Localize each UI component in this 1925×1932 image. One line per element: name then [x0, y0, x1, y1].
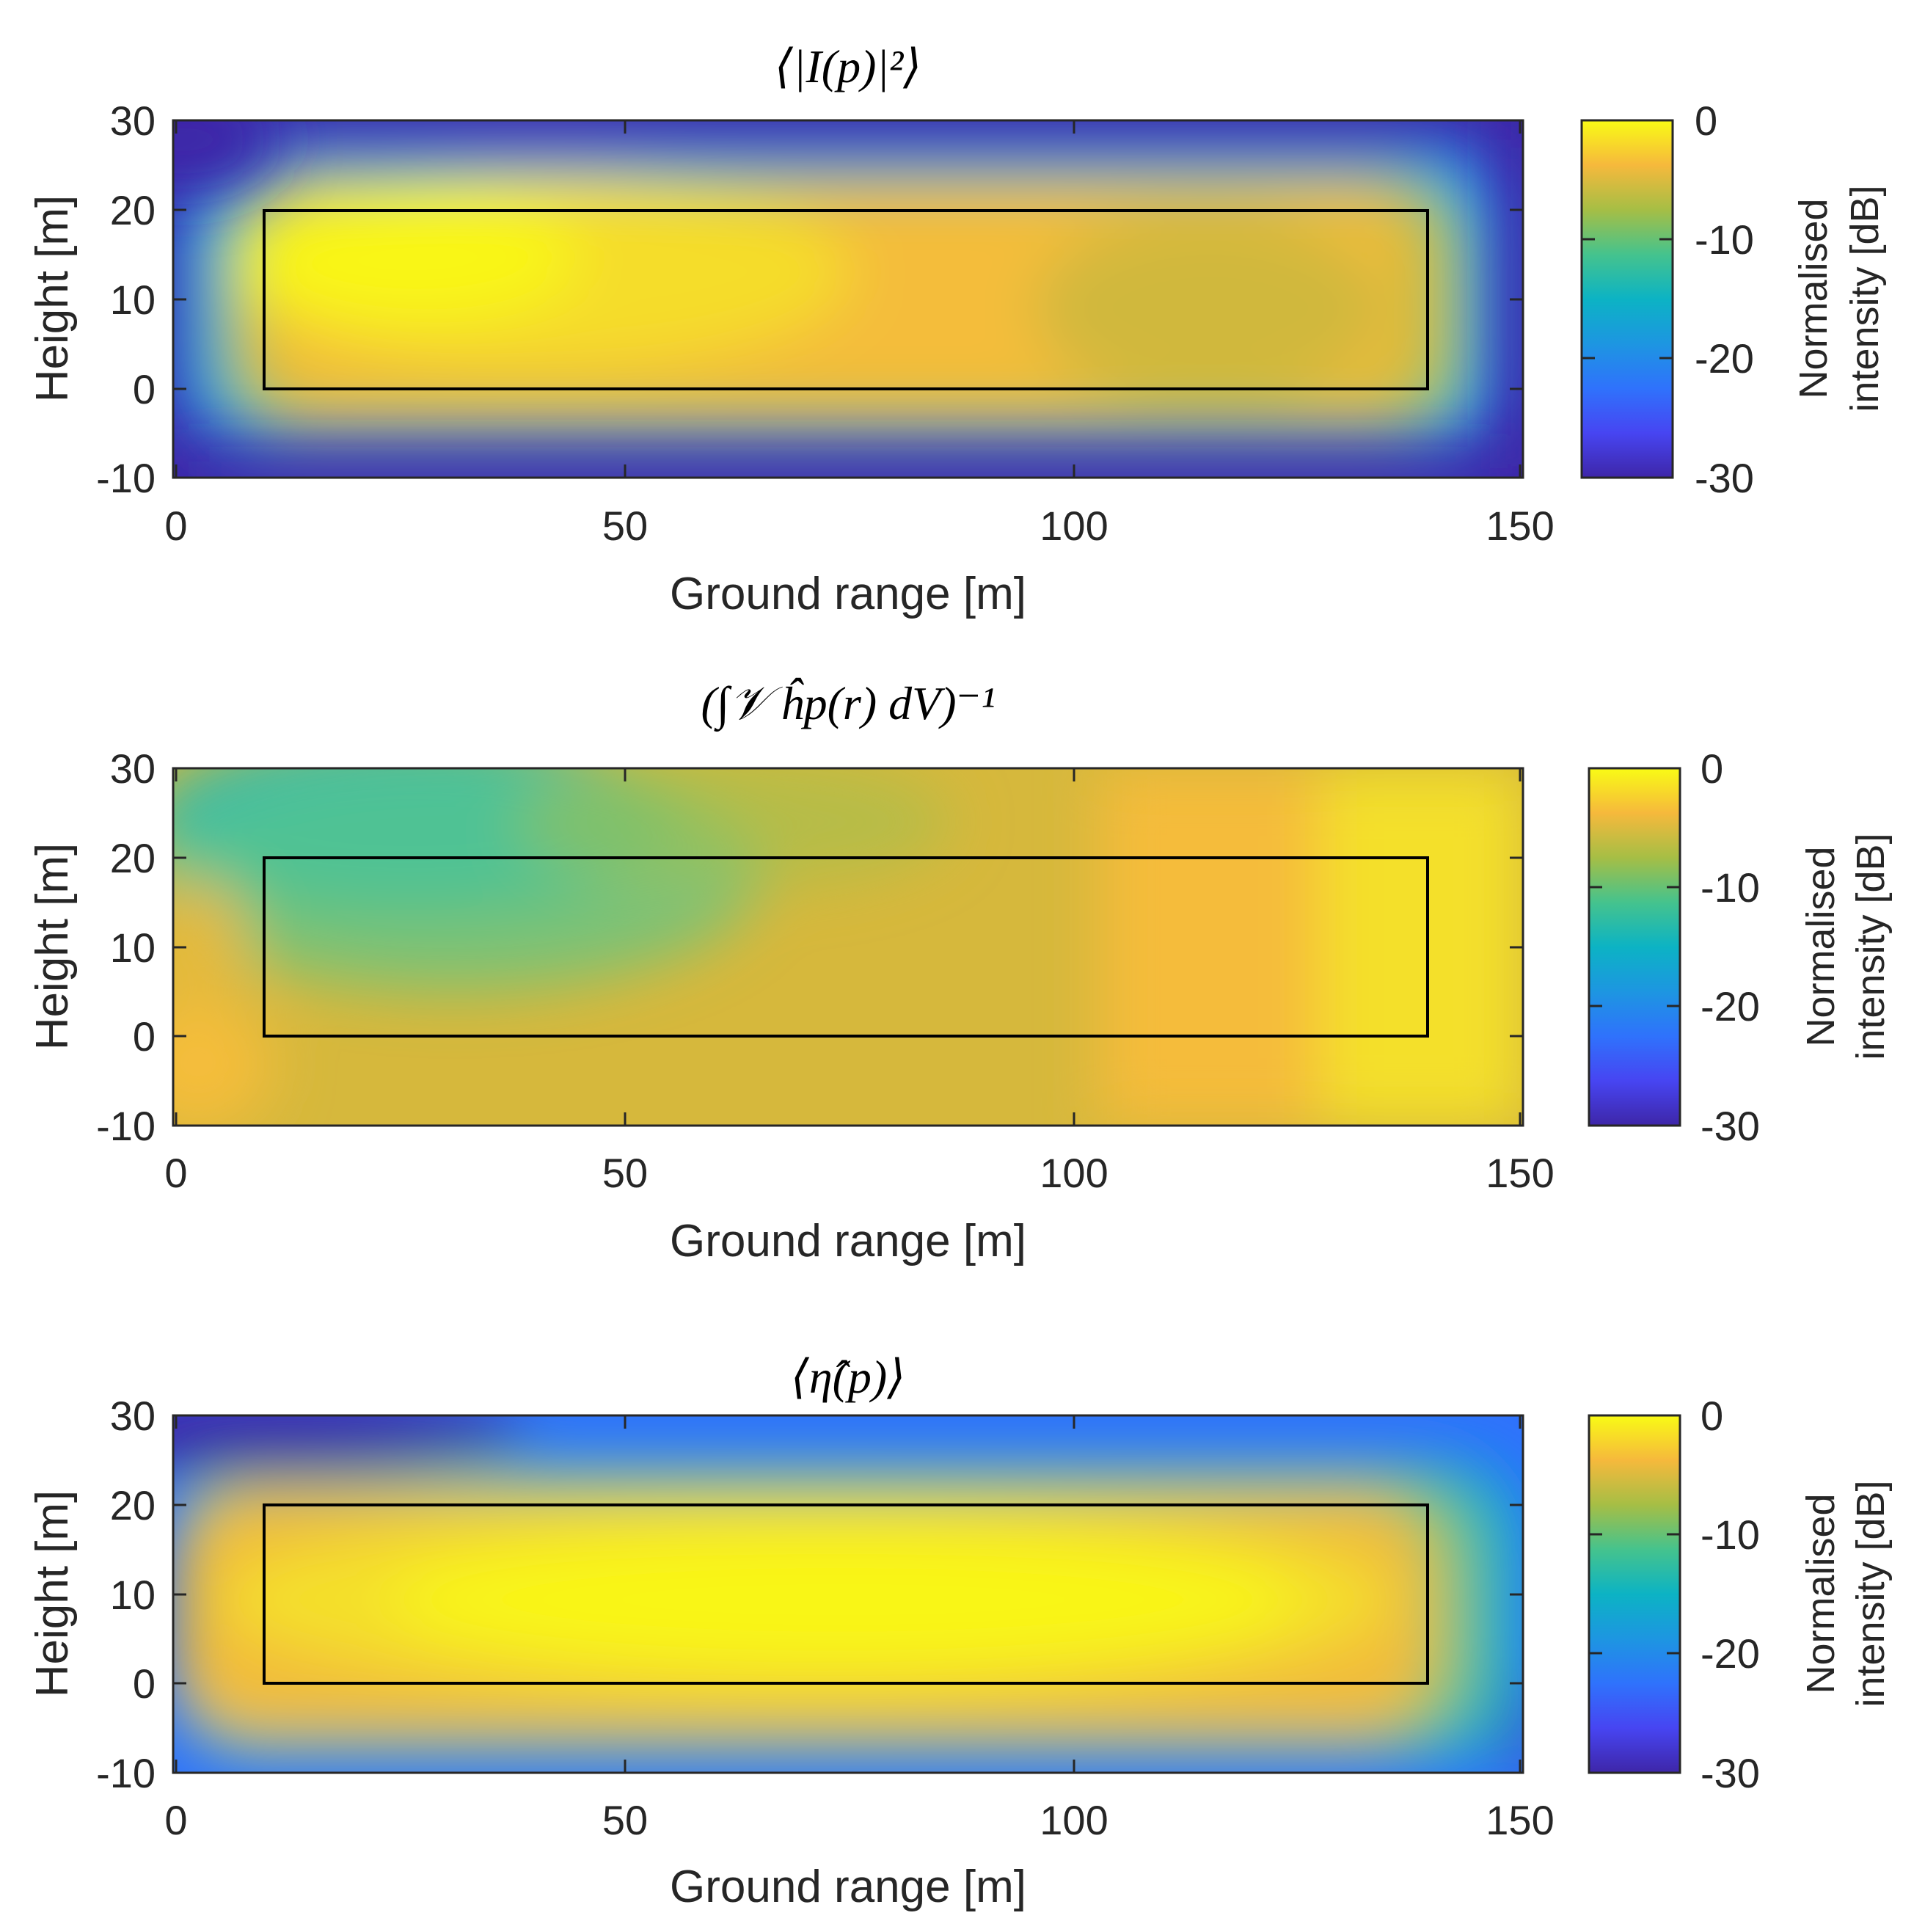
panel-1-xtick-label: 100	[1040, 503, 1108, 549]
panel-1-x-ticks	[175, 120, 1522, 478]
panel-3-xtick-label: 50	[602, 1797, 648, 1843]
panel-1-xtick-label: 50	[602, 503, 648, 549]
panel-2-colorbar	[1588, 767, 1681, 1127]
panel-2-ytick-label: 10	[110, 925, 156, 971]
panel-2-ytick-label: 20	[110, 835, 156, 881]
panel-3-ytick-label: 0	[133, 1661, 156, 1707]
panel-1-colorbar-label: intensity [dB]	[1843, 185, 1887, 412]
panel-1-ytick-label: -10	[96, 455, 156, 501]
panel-3-target-region	[263, 1503, 1429, 1685]
panel-3-heatmap	[173, 1415, 1523, 1773]
panel-2-xtick-label: 100	[1040, 1150, 1108, 1196]
panel-3: ⟨η̂(p)⟩	[27, 1351, 1893, 1912]
panel-1-colorbar-label: Normalised	[1791, 198, 1835, 398]
panel-3-xlabel: Ground range [m]	[670, 1862, 1026, 1912]
panel-3-colorbar-ticks	[1589, 1414, 1680, 1774]
panel-3-colorbar	[1588, 1414, 1681, 1774]
panel-2-cbtick-label: -30	[1701, 1103, 1760, 1149]
panel-2: (∫𝒱 ĥp(r) dV)⁻¹	[27, 677, 1893, 1266]
panel-3-title: ⟨η̂(p)⟩	[791, 1351, 905, 1403]
panel-1-xlabel: Ground range [m]	[670, 569, 1026, 619]
panel-3-x-ticks	[175, 1415, 1522, 1773]
panel-2-cbtick-label: -20	[1701, 983, 1760, 1029]
panel-1-heatmap	[173, 120, 1523, 478]
panel-3-cbtick-label: -20	[1701, 1630, 1760, 1677]
panel-1-colorbar-ticks	[1582, 119, 1673, 479]
panel-2-ytick-label: 30	[110, 746, 156, 792]
panel-2-target-region	[263, 856, 1429, 1038]
panel-2-xtick-label: 50	[602, 1150, 648, 1196]
panel-2-xtick-label: 0	[164, 1150, 187, 1196]
panel-2-xlabel: Ground range [m]	[670, 1216, 1026, 1266]
panel-3-colorbar-label: Normalised	[1799, 1493, 1843, 1694]
panel-2-cbtick-label: 0	[1701, 746, 1723, 792]
panel-3-colorbar-label: intensity [dB]	[1849, 1480, 1893, 1707]
panel-1-ylabel: Height [m]	[27, 195, 78, 403]
panel-1-xtick-label: 150	[1486, 503, 1554, 549]
panel-3-ytick-label: -10	[96, 1750, 156, 1796]
panel-3-cbtick-label: -30	[1701, 1750, 1760, 1796]
panel-3-xtick-label: 0	[164, 1797, 187, 1843]
panel-2-colorbar-label: Normalised	[1799, 846, 1843, 1046]
panel-3-ytick-label: 20	[110, 1482, 156, 1528]
panel-1: ⟨|I(p)|²⟩	[27, 40, 1887, 619]
panel-2-ytick-label: -10	[96, 1103, 156, 1149]
panel-2-colorbar-label: intensity [dB]	[1849, 833, 1893, 1060]
panel-3-xtick-label: 100	[1040, 1797, 1108, 1843]
panel-3-cbtick-label: -10	[1701, 1512, 1760, 1558]
panel-3-cbtick-label: 0	[1701, 1393, 1723, 1439]
panel-1-cbtick-label: 0	[1695, 98, 1717, 144]
panel-1-title: ⟨|I(p)|²⟩	[775, 40, 921, 92]
panel-1-colorbar	[1580, 119, 1674, 479]
panel-2-ytick-label: 0	[133, 1013, 156, 1060]
panel-2-heatmap	[173, 768, 1523, 1126]
panel-1-cbtick-label: -10	[1695, 216, 1754, 263]
panel-2-title: (∫𝒱 ĥp(r) dV)⁻¹	[701, 677, 995, 732]
panel-1-cbtick-label: -20	[1695, 335, 1754, 382]
panel-3-ytick-label: 10	[110, 1572, 156, 1618]
panel-1-ytick-label: 30	[110, 98, 156, 144]
panel-1-ytick-label: 0	[133, 366, 156, 412]
panel-1-cbtick-label: -30	[1695, 455, 1754, 501]
panel-1-target-region	[263, 209, 1429, 390]
panel-2-cbtick-label: -10	[1701, 864, 1760, 911]
panel-2-xtick-label: 150	[1486, 1150, 1554, 1196]
panel-1-ytick-label: 20	[110, 187, 156, 233]
panel-3-xtick-label: 150	[1486, 1797, 1554, 1843]
panel-1-xtick-label: 0	[164, 503, 187, 549]
panel-3-ytick-label: 30	[110, 1393, 156, 1439]
panel-2-ylabel: Height [m]	[27, 843, 78, 1051]
panel-2-x-ticks	[175, 768, 1522, 1126]
panel-1-ytick-label: 10	[110, 277, 156, 323]
panel-2-colorbar-ticks	[1589, 767, 1680, 1127]
panel-3-ylabel: Height [m]	[27, 1490, 78, 1698]
